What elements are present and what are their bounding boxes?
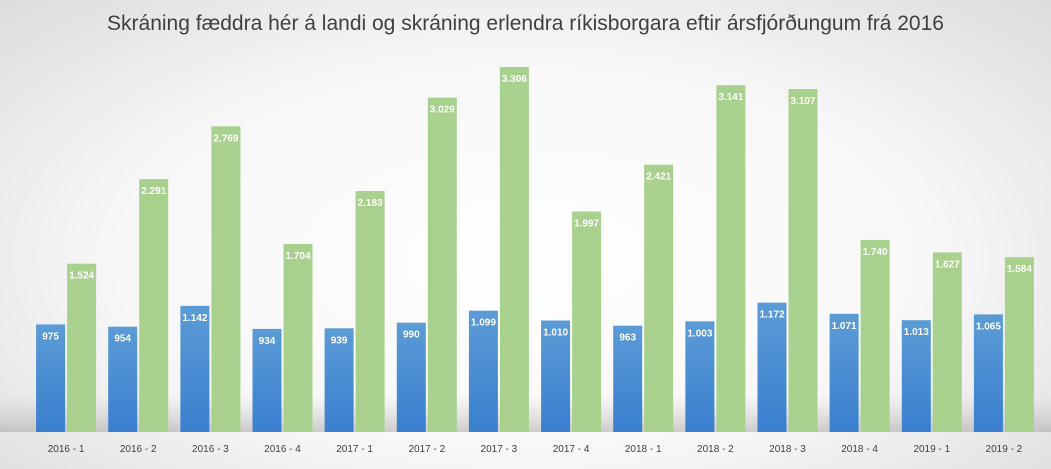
bar-series-1-4 — [324, 328, 354, 432]
x-tick-label-8: 2018 - 1 — [625, 444, 662, 455]
data-label-series-1-11: 1.071 — [832, 321, 857, 332]
data-label-series-2-7: 1.997 — [574, 219, 599, 230]
x-tick-label-6: 2017 - 3 — [481, 444, 518, 455]
bar-series-1-2 — [180, 305, 210, 432]
data-label-series-2-13: 1.584 — [1007, 264, 1032, 275]
x-tick-label-11: 2018 - 4 — [841, 444, 878, 455]
data-label-series-2-2: 2.769 — [213, 133, 238, 144]
data-label-series-2-1: 2.291 — [141, 186, 166, 197]
data-label-series-2-4: 2.183 — [358, 198, 383, 209]
data-label-series-1-5: 990 — [403, 330, 420, 341]
data-label-series-1-4: 939 — [331, 335, 348, 346]
bar-series-2-11 — [860, 239, 890, 432]
x-tick-label-3: 2016 - 4 — [264, 444, 301, 455]
data-label-series-1-10: 1.172 — [759, 310, 784, 321]
bar-series-2-1 — [139, 179, 169, 432]
bar-series-2-12 — [932, 252, 962, 432]
data-label-series-2-5: 3.029 — [430, 105, 455, 116]
data-label-series-1-1: 954 — [114, 334, 131, 345]
bar-series-2-10 — [788, 89, 818, 432]
x-tick-label-0: 2016 - 1 — [48, 444, 85, 455]
bar-series-2-2 — [211, 126, 241, 433]
data-label-series-1-3: 934 — [259, 336, 276, 347]
bar-series-2-13 — [1004, 257, 1034, 432]
x-tick-label-7: 2017 - 4 — [553, 444, 590, 455]
x-tick-label-13: 2019 - 2 — [986, 444, 1023, 455]
bar-series-2-5 — [427, 97, 457, 432]
x-tick-label-12: 2019 - 1 — [913, 444, 950, 455]
x-tick-label-10: 2018 - 3 — [769, 444, 806, 455]
bar-series-1-8 — [613, 325, 643, 432]
data-label-series-1-9: 1.003 — [687, 328, 712, 339]
bar-series-2-3 — [283, 243, 313, 432]
data-label-series-1-12: 1.013 — [904, 327, 929, 338]
bar-series-2-4 — [355, 191, 385, 432]
bar-series-1-9 — [685, 321, 715, 432]
data-label-series-2-3: 1.704 — [285, 251, 310, 262]
bar-series-2-8 — [644, 164, 674, 432]
data-label-series-1-7: 1.010 — [543, 328, 568, 339]
bar-series-1-11 — [829, 313, 859, 432]
data-label-series-2-11: 1.740 — [863, 247, 888, 258]
data-label-series-1-0: 975 — [42, 331, 59, 342]
x-tick-label-9: 2018 - 2 — [697, 444, 734, 455]
bar-series-1-7 — [541, 320, 571, 432]
data-label-series-1-2: 1.142 — [182, 313, 207, 324]
bar-series-2-0 — [67, 263, 97, 432]
x-tick-label-2: 2016 - 3 — [192, 444, 229, 455]
bar-series-2-9 — [716, 85, 746, 432]
chart-title: Skráning fæddra hér á landi og skráning … — [107, 12, 944, 35]
bar-series-1-0 — [36, 324, 66, 432]
data-label-series-2-9: 3.141 — [718, 92, 743, 103]
data-label-series-1-6: 1.099 — [471, 318, 496, 329]
bar-series-2-6 — [499, 67, 529, 432]
bar-series-1-6 — [468, 310, 498, 432]
bar-series-1-5 — [396, 322, 426, 432]
bar-series-1-1 — [108, 326, 138, 432]
data-label-series-2-8: 2.421 — [646, 172, 671, 183]
bar-series-1-3 — [252, 328, 282, 432]
bar-series-1-12 — [901, 320, 931, 432]
data-label-series-2-10: 3.107 — [790, 96, 815, 107]
x-tick-label-1: 2016 - 2 — [120, 444, 157, 455]
bar-series-1-10 — [757, 302, 787, 432]
bar-series-2-7 — [572, 211, 602, 432]
x-tick-label-4: 2017 - 1 — [336, 444, 373, 455]
data-label-series-2-12: 1.627 — [935, 259, 960, 270]
data-label-series-2-6: 3.306 — [502, 74, 527, 85]
bar-series-1-13 — [973, 314, 1003, 432]
x-tick-label-5: 2017 - 2 — [408, 444, 445, 455]
data-label-series-1-13: 1.065 — [976, 321, 1001, 332]
data-label-series-1-8: 963 — [619, 333, 636, 344]
data-label-series-2-0: 1.524 — [69, 271, 94, 282]
